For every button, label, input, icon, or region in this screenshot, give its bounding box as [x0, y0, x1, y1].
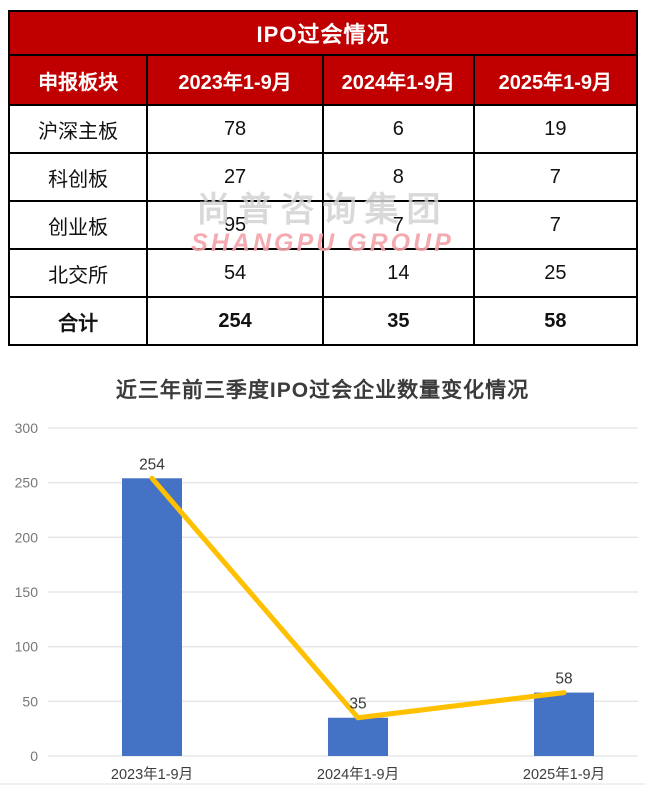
bar — [122, 478, 182, 756]
table-row: 沪深主板 78 6 19 — [7, 104, 639, 154]
table-cell: 254 — [146, 296, 324, 346]
x-axis-label: 2023年1-9月 — [111, 766, 193, 783]
table-cell: 19 — [472, 104, 639, 154]
column-header-2023: 2023年1-9月 — [146, 54, 324, 106]
ipo-table-section: IPO过会情况 申报板块 2023年1-9月 2024年1-9月 2025年1-… — [0, 0, 645, 346]
table-cell: 95 — [146, 200, 324, 250]
column-header-2025: 2025年1-9月 — [472, 54, 639, 106]
table-cell: 35 — [321, 296, 475, 346]
table-body: 沪深主板 78 6 19 科创板 27 8 7 创业板 95 7 7 北交所 54 14 25 合计 254 35 5… — [7, 104, 639, 346]
y-tick-label: 300 — [15, 420, 39, 436]
data-label: 58 — [555, 671, 572, 688]
y-tick-label: 150 — [15, 584, 39, 600]
row-label: 科创板 — [7, 152, 149, 202]
bar — [328, 717, 388, 756]
table-cell: 6 — [321, 104, 475, 154]
ipo-table: IPO过会情况 申报板块 2023年1-9月 2024年1-9月 2025年1-… — [7, 10, 639, 346]
table-row: 创业板 95 7 7 — [7, 200, 639, 250]
y-tick-label: 100 — [15, 639, 39, 655]
column-header-board: 申报板块 — [7, 54, 149, 106]
table-cell: 25 — [472, 248, 639, 298]
x-axis-label: 2024年1-9月 — [317, 766, 399, 783]
data-label: 35 — [349, 696, 366, 713]
table-cell: 27 — [146, 152, 324, 202]
row-label: 沪深主板 — [7, 104, 149, 154]
chart-title: 近三年前三季度IPO过会企业数量变化情况 — [115, 379, 530, 402]
x-axis-label: 2025年1-9月 — [523, 766, 605, 783]
y-tick-label: 50 — [22, 693, 38, 709]
y-tick-label: 200 — [15, 529, 39, 545]
data-label: 254 — [139, 456, 165, 473]
y-tick-label: 250 — [15, 475, 39, 491]
table-cell: 7 — [321, 200, 475, 250]
row-label: 合计 — [7, 296, 149, 346]
row-label: 创业板 — [7, 200, 149, 250]
bar — [534, 692, 594, 756]
table-cell: 7 — [472, 152, 639, 202]
trend-line — [149, 475, 567, 721]
table-title-row: IPO过会情况 — [8, 10, 638, 56]
table-cell: 78 — [146, 104, 324, 154]
table-cell: 8 — [321, 152, 475, 202]
table-row: 北交所 54 14 25 — [7, 248, 639, 298]
table-header-row: 申报板块 2023年1-9月 2024年1-9月 2025年1-9月 — [7, 54, 639, 106]
table-row: 合计 254 35 58 — [7, 296, 639, 346]
column-header-2024: 2024年1-9月 — [321, 54, 475, 106]
row-label: 北交所 — [7, 248, 149, 298]
table-row: 科创板 27 8 7 — [7, 152, 639, 202]
table-cell: 14 — [321, 248, 475, 298]
table-cell: 54 — [146, 248, 324, 298]
y-tick-label: 0 — [30, 748, 38, 764]
table-title: IPO过会情况 — [8, 10, 638, 56]
bar-line-chart: 0 50 100 150 200 250 300 254 35 58 2023年1-9月 2024年1… — [0, 420, 645, 785]
table-cell: 58 — [472, 296, 639, 346]
table-cell: 7 — [472, 200, 639, 250]
